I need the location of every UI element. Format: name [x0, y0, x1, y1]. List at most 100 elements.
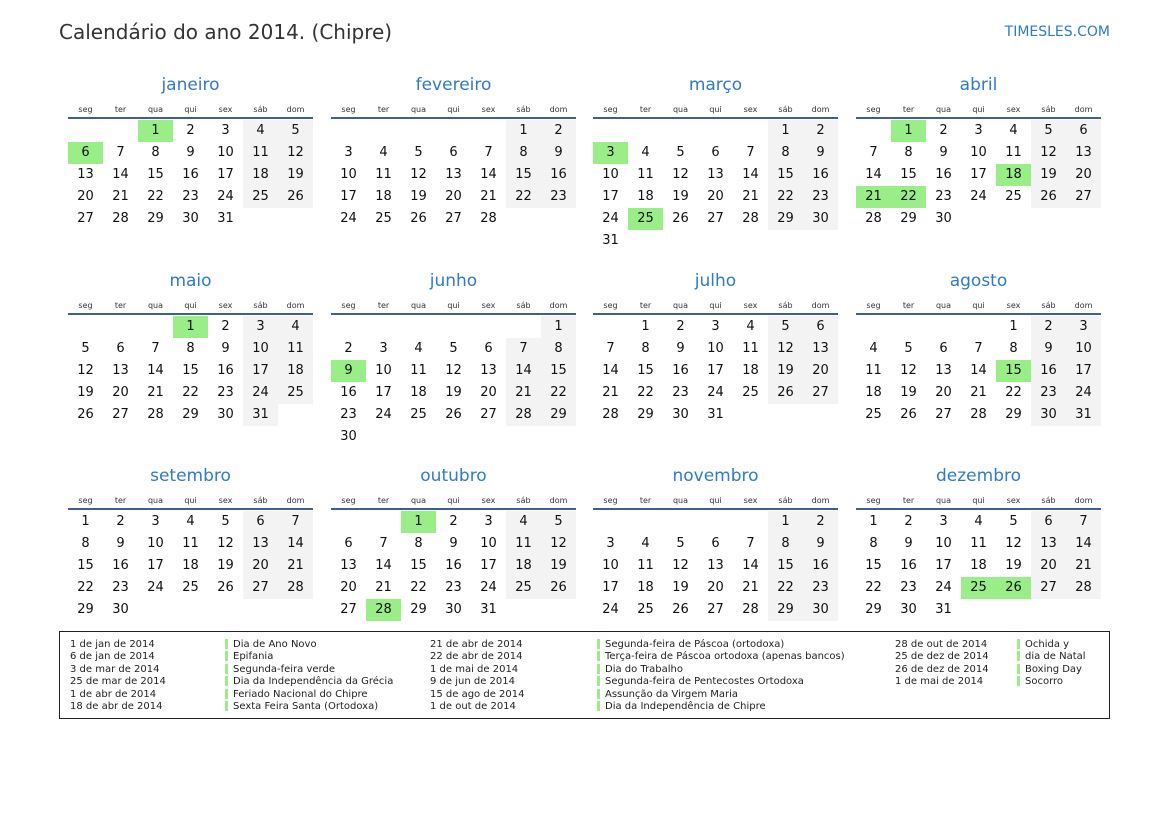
day: 29	[182, 407, 199, 422]
day: 14	[742, 167, 759, 182]
day: 4	[414, 341, 423, 356]
weekday-label: seg	[866, 496, 881, 505]
empty-cell	[856, 316, 891, 338]
legend-date: 9 de jun de 2014	[430, 676, 515, 688]
day: 8	[1009, 341, 1018, 356]
day: 26	[900, 407, 917, 422]
weekday-label: sex	[218, 496, 233, 505]
day: 4	[379, 145, 388, 160]
day: 27	[112, 407, 129, 422]
empty-cell	[401, 316, 436, 338]
day: 12	[541, 533, 576, 555]
weekday-label: seg	[603, 105, 618, 114]
holiday-day: 15	[996, 360, 1031, 382]
legend-date: 1 de mai de 2014	[430, 663, 519, 675]
month-title: dezembro	[936, 466, 1021, 486]
weekday-label: qua	[410, 496, 427, 505]
day: 25	[375, 211, 392, 226]
empty-cell	[663, 120, 698, 142]
day: 19	[672, 189, 689, 204]
empty-cell	[628, 120, 663, 142]
day: 11	[506, 533, 541, 555]
day: 10	[217, 145, 234, 160]
empty-cell	[366, 316, 401, 338]
legend-item: Dia de Ano Novo	[225, 639, 393, 651]
day: 13	[340, 558, 357, 573]
day: 9	[186, 145, 195, 160]
day: 5	[904, 341, 913, 356]
day: 31	[602, 233, 619, 248]
day: 24	[480, 580, 497, 595]
day: 15	[900, 167, 917, 182]
empty-cell	[698, 511, 733, 533]
day: 8	[81, 536, 90, 551]
weekday-label: dom	[286, 301, 305, 310]
day: 9	[221, 341, 230, 356]
day: 18	[970, 558, 987, 573]
weekday-label: qua	[935, 105, 952, 114]
weekday-header: seg ter qua qui sex sáb dom	[856, 97, 1101, 119]
weekday-label: sáb	[253, 301, 268, 310]
day: 14	[278, 533, 313, 555]
weekday-label: ter	[902, 105, 915, 114]
weekday-label: sex	[218, 105, 233, 114]
empty-cell	[733, 120, 768, 142]
day: 2	[116, 514, 125, 529]
weekday-label: qui	[184, 301, 197, 310]
holiday-day: 9	[331, 360, 366, 382]
day: 13	[707, 167, 724, 182]
day: 7	[151, 341, 160, 356]
day: 26	[410, 211, 427, 226]
empty-cell	[961, 316, 996, 338]
day: 17	[480, 558, 497, 573]
holiday-day: 1	[138, 120, 173, 142]
day: 11	[637, 558, 654, 573]
weekday-label: ter	[639, 105, 652, 114]
day: 5	[221, 514, 230, 529]
day: 16	[112, 558, 129, 573]
day: 3	[1066, 316, 1101, 338]
day: 20	[480, 385, 497, 400]
empty-cell	[663, 511, 698, 533]
month-agosto: agosto seg ter qua qui sex sáb dom 1 2 3 4 5 6 7 8 9 10 11…	[856, 269, 1101, 426]
month-julho: julho seg ter qua qui sex sáb dom 1 2 3 4 5 6 7 8 9 10 11 1…	[593, 269, 838, 426]
month-title: março	[688, 75, 743, 95]
weekday-label: qua	[147, 301, 164, 310]
empty-cell	[471, 316, 506, 338]
day: 18	[278, 360, 313, 382]
day: 15	[147, 167, 164, 182]
weekday-label: dom	[811, 105, 830, 114]
day: 15	[77, 558, 94, 573]
day: 7	[379, 536, 388, 551]
day: 16	[182, 167, 199, 182]
day: 27	[1066, 186, 1101, 208]
day: 15	[865, 558, 882, 573]
day: 16	[803, 555, 838, 577]
month-title: setembro	[150, 466, 231, 486]
weekday-header: seg ter qua qui sex sáb dom	[68, 488, 313, 510]
weekday-label: sáb	[516, 105, 531, 114]
day: 18	[742, 363, 759, 378]
day: 14	[742, 558, 759, 573]
day-grid: 1 2 3 4 5 6 7 8 9 10 11 12 13 14 15 16 17 18 19 20 21 22 23 24 2…	[856, 316, 1101, 426]
day: 18	[243, 164, 278, 186]
day: 8	[414, 536, 423, 551]
day: 8	[151, 145, 160, 160]
day-grid: 1 2 3 4 5 6 7 8 9 10 11 12 13 14 15 16 17 18 19 20 21 22 23 24 2…	[331, 511, 576, 621]
legend-names: Ochida y dia de Natal Boxing Day Socorro	[1017, 639, 1086, 689]
day: 25	[278, 382, 313, 404]
holiday-day: 25	[628, 208, 663, 230]
month-dezembro: dezembro seg ter qua qui sex sáb dom 1 2 3 4 5 6 7 8 9 10…	[856, 464, 1101, 621]
day: 5	[449, 341, 458, 356]
day: 13	[1066, 142, 1101, 164]
day: 15	[182, 363, 199, 378]
day: 7	[606, 341, 615, 356]
legend-name: Dia da Independência da Grécia	[233, 676, 394, 688]
site-link[interactable]: TIMESLES.COM	[1004, 24, 1110, 40]
day: 9	[449, 536, 458, 551]
weekday-label: dom	[286, 105, 305, 114]
day: 10	[1066, 338, 1101, 360]
legend-name: Feriado Nacional do Chipre	[233, 688, 368, 700]
weekday-label: qui	[447, 105, 460, 114]
day: 29	[410, 602, 427, 617]
